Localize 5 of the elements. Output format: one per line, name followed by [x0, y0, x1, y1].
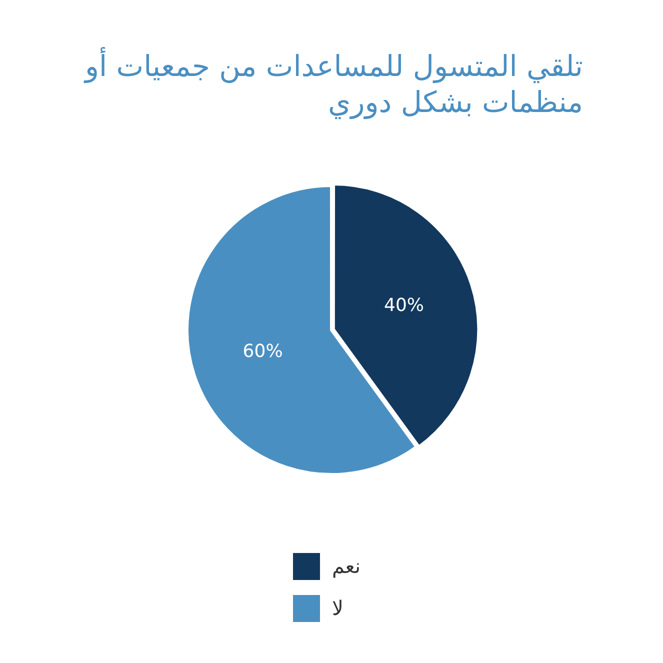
data-label: 60% [242, 341, 283, 362]
data-label: 40% [384, 295, 424, 316]
legend-label: نعم [332, 554, 361, 578]
legend-label: لا [332, 596, 344, 620]
chart-title: تلقي المتسول للمساعدات من جمعيات أو منظمات بشكل دوري [83, 48, 583, 120]
